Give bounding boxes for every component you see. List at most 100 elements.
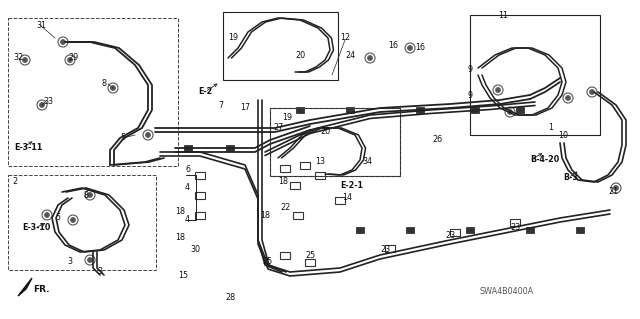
- Bar: [526, 227, 534, 233]
- Bar: [406, 227, 414, 233]
- Text: 21: 21: [608, 188, 618, 197]
- Text: 32: 32: [13, 54, 23, 63]
- Text: 9: 9: [468, 91, 473, 100]
- Text: 9: 9: [468, 65, 473, 75]
- Text: 6: 6: [185, 166, 190, 174]
- Circle shape: [111, 85, 115, 91]
- Text: SWA4B0400A: SWA4B0400A: [480, 287, 534, 296]
- Bar: [280, 252, 290, 259]
- Text: 28: 28: [225, 293, 235, 302]
- Bar: [385, 245, 395, 252]
- Bar: [8, 18, 178, 166]
- Bar: [280, 165, 290, 172]
- Bar: [450, 229, 460, 236]
- Text: 12: 12: [340, 33, 350, 42]
- Text: 20: 20: [295, 50, 305, 60]
- Bar: [195, 192, 205, 199]
- Text: E-3-11: E-3-11: [14, 144, 42, 152]
- Text: 8: 8: [102, 79, 107, 88]
- Bar: [466, 227, 474, 233]
- Text: 29: 29: [68, 53, 78, 62]
- Circle shape: [88, 257, 93, 263]
- Text: 8: 8: [83, 190, 88, 199]
- Circle shape: [145, 132, 150, 137]
- Text: 18: 18: [260, 211, 270, 219]
- Text: 20: 20: [320, 128, 330, 137]
- Text: B-3: B-3: [563, 174, 578, 182]
- Bar: [356, 227, 364, 233]
- Text: 24: 24: [345, 50, 355, 60]
- Text: 16: 16: [415, 43, 425, 53]
- Text: 25: 25: [305, 250, 316, 259]
- Text: 10: 10: [558, 130, 568, 139]
- Circle shape: [45, 212, 49, 218]
- Text: 7: 7: [218, 100, 223, 109]
- Circle shape: [495, 87, 500, 93]
- Text: 23: 23: [510, 224, 520, 233]
- Text: 27: 27: [273, 123, 284, 132]
- Text: 30: 30: [190, 246, 200, 255]
- Text: 4: 4: [185, 216, 190, 225]
- Bar: [296, 107, 304, 113]
- Circle shape: [61, 40, 65, 44]
- Text: 18: 18: [278, 177, 288, 187]
- Text: 18: 18: [175, 234, 185, 242]
- Text: 3: 3: [97, 268, 102, 277]
- Text: 2: 2: [12, 177, 17, 187]
- Text: E-2: E-2: [198, 87, 212, 97]
- Circle shape: [70, 218, 76, 222]
- Circle shape: [40, 102, 45, 108]
- Text: 17: 17: [240, 103, 250, 113]
- Text: 5: 5: [120, 133, 125, 143]
- Bar: [290, 182, 300, 189]
- Circle shape: [67, 57, 72, 63]
- Text: 33: 33: [43, 98, 53, 107]
- Bar: [335, 197, 345, 204]
- Bar: [471, 107, 479, 113]
- Text: 19: 19: [282, 114, 292, 122]
- Text: 1: 1: [548, 123, 553, 132]
- Bar: [195, 212, 205, 219]
- Text: 13: 13: [315, 158, 325, 167]
- Bar: [8, 175, 156, 270]
- Bar: [315, 172, 325, 179]
- Bar: [270, 108, 400, 176]
- Circle shape: [88, 192, 93, 197]
- Text: E-3-10: E-3-10: [22, 224, 51, 233]
- Bar: [416, 107, 424, 113]
- Text: B-4-20: B-4-20: [530, 155, 559, 165]
- Text: 23: 23: [445, 231, 455, 240]
- Text: 22: 22: [280, 204, 291, 212]
- Text: 18: 18: [175, 207, 185, 217]
- Bar: [195, 172, 205, 179]
- Text: 34: 34: [362, 158, 372, 167]
- Text: 31: 31: [36, 20, 46, 29]
- Bar: [576, 227, 584, 233]
- Circle shape: [589, 90, 595, 94]
- Text: FR.: FR.: [33, 286, 49, 294]
- Text: 11: 11: [498, 11, 508, 19]
- Bar: [305, 259, 315, 266]
- Circle shape: [367, 56, 372, 61]
- Text: 3: 3: [67, 257, 72, 266]
- Bar: [346, 107, 354, 113]
- Circle shape: [508, 109, 513, 115]
- Bar: [470, 15, 600, 135]
- Text: 14: 14: [342, 194, 352, 203]
- Bar: [516, 107, 524, 113]
- Circle shape: [566, 95, 570, 100]
- Bar: [223, 12, 338, 80]
- Circle shape: [408, 46, 413, 50]
- Text: 23: 23: [380, 246, 390, 255]
- Bar: [300, 162, 310, 169]
- Bar: [510, 219, 520, 226]
- Polygon shape: [18, 278, 32, 296]
- Text: 15: 15: [178, 271, 188, 279]
- Text: 19: 19: [228, 33, 238, 42]
- Text: E-2-1: E-2-1: [340, 181, 363, 189]
- Text: 16: 16: [388, 41, 398, 49]
- Circle shape: [614, 186, 618, 190]
- Bar: [226, 145, 234, 151]
- Text: 5: 5: [55, 213, 60, 222]
- Text: 4: 4: [185, 183, 190, 192]
